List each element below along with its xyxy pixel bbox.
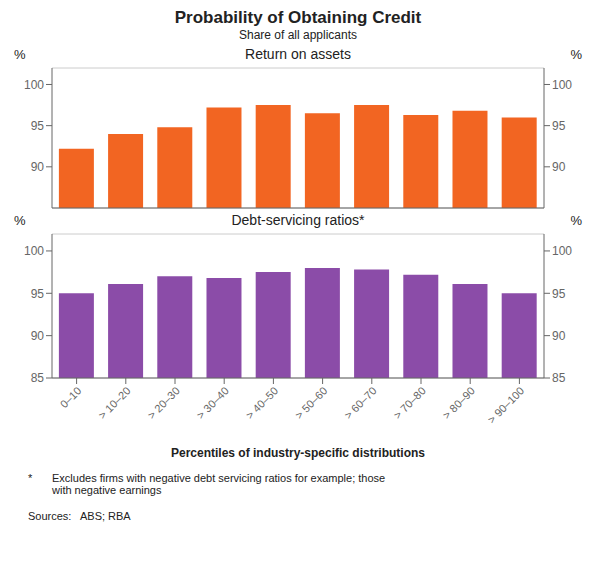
svg-text:> 40–50: > 40–50 bbox=[244, 384, 281, 421]
svg-text:95: 95 bbox=[552, 119, 566, 133]
svg-text:> 60–70: > 60–70 bbox=[342, 384, 379, 421]
svg-text:> 50–60: > 50–60 bbox=[293, 384, 330, 421]
svg-text:85: 85 bbox=[31, 371, 45, 385]
svg-text:> 10–20: > 10–20 bbox=[96, 384, 133, 421]
svg-text:90: 90 bbox=[31, 160, 45, 174]
html-text:Excludes firms with negative d: Excludes firms with negative debt servic… bbox=[52, 472, 386, 496]
svg-text:90: 90 bbox=[552, 329, 566, 343]
svg-text:100: 100 bbox=[24, 78, 44, 92]
svg-text:90: 90 bbox=[31, 329, 45, 343]
svg-text:100: 100 bbox=[552, 244, 572, 258]
svg-text:> 80–90: > 80–90 bbox=[440, 384, 477, 421]
svg-text:> 30–40: > 30–40 bbox=[194, 384, 231, 421]
html-text:Percentiles of industry-specif: Percentiles of industry-specific distrib… bbox=[171, 446, 425, 460]
html-text:Share of all applicants: Share of all applicants bbox=[239, 28, 357, 42]
svg-text:100: 100 bbox=[552, 78, 572, 92]
svg-text:> 20–30: > 20–30 bbox=[145, 384, 182, 421]
html-text:Sources: ABS; RBA: Sources: ABS; RBA bbox=[28, 510, 131, 522]
svg-text:85: 85 bbox=[552, 371, 566, 385]
svg-text:95: 95 bbox=[31, 119, 45, 133]
svg-text:0–10: 0–10 bbox=[58, 384, 84, 410]
svg-text:90: 90 bbox=[552, 160, 566, 174]
svg-text:95: 95 bbox=[31, 287, 45, 301]
html-text:Return on assets: Return on assets bbox=[245, 46, 351, 62]
svg-text:100: 100 bbox=[24, 244, 44, 258]
html-text:Debt-servicing ratios*: Debt-servicing ratios* bbox=[231, 212, 365, 228]
svg-text:95: 95 bbox=[552, 287, 566, 301]
svg-text:> 70–80: > 70–80 bbox=[391, 384, 428, 421]
svg-text:> 90–100: > 90–100 bbox=[485, 384, 526, 425]
html-text:Probability of Obtaining Credi: Probability of Obtaining Credit bbox=[174, 8, 422, 27]
